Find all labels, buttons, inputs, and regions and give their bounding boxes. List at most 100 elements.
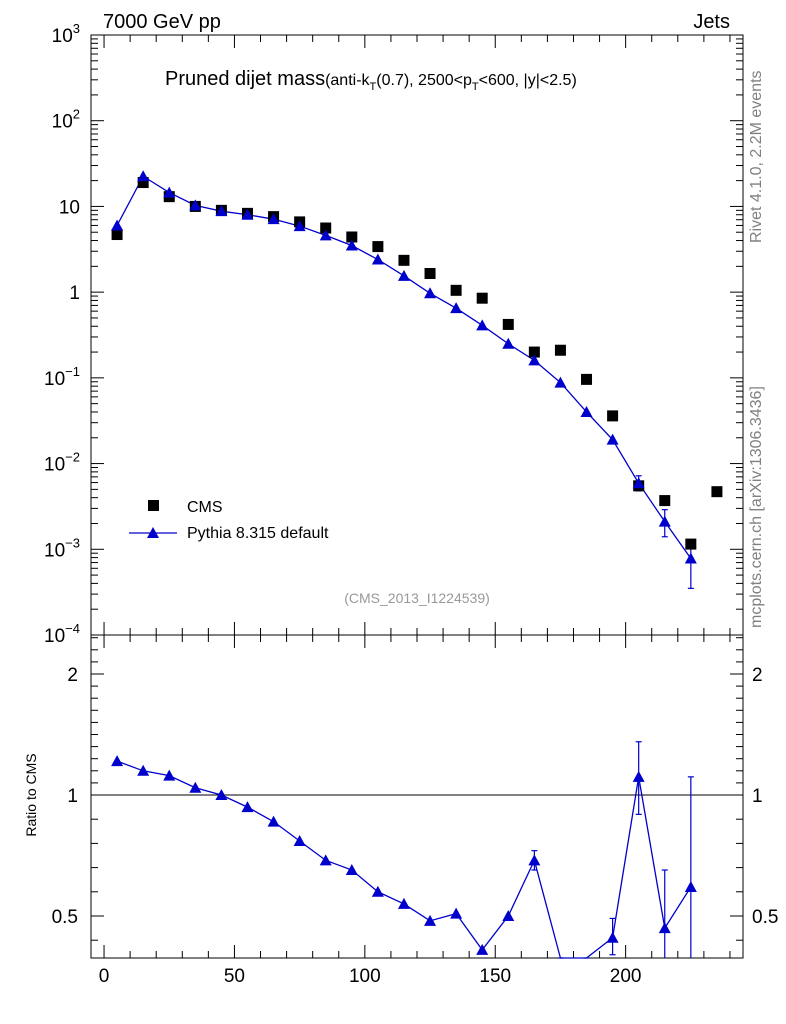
- cms-data-point: [424, 268, 436, 280]
- mc-data-point: [111, 219, 124, 231]
- cms-data-point: [450, 284, 462, 296]
- ratio-series-line: [116, 760, 692, 959]
- main-y-tick-label-base: 10: [44, 626, 65, 647]
- ratio-data-point: [137, 764, 150, 776]
- side-label-bottom: mcplots.cern.ch [arXiv:1306.3436]: [748, 386, 765, 628]
- cms-data-point: [398, 254, 410, 266]
- main-y-tick-label-base: 10: [52, 26, 73, 47]
- ratio-x-tick-label: 0: [99, 966, 110, 987]
- legend: CMS Pythia 8.315 default: [129, 499, 329, 542]
- ratio-data-point: [632, 770, 645, 782]
- mc-data-point: [293, 220, 306, 232]
- main-y-tick-label: 10: [59, 197, 80, 218]
- legend-cms-marker: [148, 500, 159, 511]
- cms-data-point: [685, 538, 697, 550]
- legend-cms-label: CMS: [187, 499, 223, 516]
- mc-data-point: [241, 208, 254, 220]
- cms-data-point: [711, 486, 723, 498]
- cms-data-point: [137, 177, 149, 189]
- ratio-data-point: [111, 755, 124, 767]
- ratio-data-point: [450, 907, 463, 919]
- chart-subtitle-sub-2: T: [472, 81, 479, 93]
- header-right: Jets: [693, 11, 730, 33]
- main-y-tick-label-base: 10: [44, 540, 65, 561]
- mc-data-point: [554, 376, 567, 388]
- ratio-x-tick-label: 150: [479, 966, 511, 987]
- main-y-tick-label: 10−2: [44, 450, 80, 476]
- ratio-axis-ticks: [91, 635, 743, 958]
- mc-data-point: [319, 229, 332, 241]
- legend-mc-label: Pythia 8.315 default: [187, 525, 329, 542]
- main-y-tick-label-exponent: −2: [65, 450, 80, 465]
- ratio-data-point: [163, 769, 176, 781]
- mc-data-point: [528, 354, 541, 366]
- mc-data-point: [267, 213, 280, 225]
- ratio-y-tick-label-right: 1: [752, 786, 763, 807]
- main-axis-ticks: [91, 34, 743, 636]
- chart-subtitle-c: <600, |y|<2.5): [479, 72, 577, 89]
- mc-data-point: [215, 205, 228, 217]
- ratio-data-point: [345, 864, 358, 876]
- header-left: 7000 GeV pp: [103, 11, 221, 33]
- chart-title-main: Pruned dijet mass: [165, 68, 325, 90]
- ratio-data-point: [424, 914, 437, 926]
- ratio-data-point: [606, 931, 619, 943]
- chart-subtitle-sub-1: T: [370, 81, 377, 93]
- mc-data-point: [371, 253, 384, 265]
- mc-data-point: [606, 433, 619, 445]
- cms-data-point: [607, 410, 619, 422]
- ratio-data-point: [189, 781, 202, 793]
- cms-data-point: [372, 241, 384, 253]
- mc-data-point: [345, 239, 358, 251]
- mc-data-point: [580, 405, 593, 417]
- ratio-data-point: [267, 815, 280, 827]
- main-y-tick-label-exponent: 2: [73, 107, 80, 122]
- main-plot-frame: [90, 34, 744, 636]
- ratio-y-tick-label-right: 2: [752, 665, 763, 686]
- cms-data-point: [581, 373, 593, 385]
- mc-data-point: [397, 269, 410, 281]
- ratio-x-tick-label: 200: [610, 966, 642, 987]
- main-y-tick-label-exponent: 3: [73, 21, 80, 36]
- mc-data-point: [424, 287, 437, 299]
- ratio-data-point: [215, 789, 228, 800]
- ratio-data-point: [502, 910, 515, 921]
- mc-data-point: [684, 552, 697, 564]
- main-y-tick-label-exponent: −3: [65, 535, 80, 550]
- ratio-x-tick-label: 50: [224, 966, 245, 987]
- ratio-data-point: [371, 885, 384, 897]
- main-y-tick-label-base: 10: [44, 455, 65, 476]
- main-y-tick-label-exponent: −4: [65, 621, 80, 636]
- main-y-tick-label: 102: [52, 107, 80, 133]
- ratio-data-point: [397, 897, 410, 909]
- ratio-y-tick-label-right: 0.5: [752, 907, 778, 928]
- cms-data-point: [476, 292, 488, 304]
- main-y-tick-label-base: 10: [52, 112, 73, 133]
- ratio-data-point: [293, 834, 306, 846]
- ratio-data-point: [241, 801, 254, 813]
- main-y-tick-label-exponent: −1: [65, 364, 80, 379]
- cms-data-point: [346, 231, 358, 243]
- cms-data-point: [659, 495, 671, 507]
- main-y-tick-label: 10−1: [44, 364, 80, 390]
- cms-data-point: [111, 229, 123, 241]
- mc-data-point: [137, 170, 150, 182]
- ratio-y-tick-label-left: 2: [67, 665, 78, 686]
- main-y-tick-label: 103: [52, 21, 80, 47]
- cms-data-point: [554, 344, 566, 356]
- main-y-tick-label: 10−4: [44, 621, 80, 647]
- legend-mc-marker: [147, 527, 159, 538]
- ratio-data-point: [684, 880, 697, 892]
- cms-data-point: [528, 346, 540, 358]
- main-y-tick-label: 1: [69, 283, 80, 304]
- chart-title: Pruned dijet mass(anti-kT(0.7), 2500<pT<…: [165, 68, 577, 93]
- mc-data-point: [189, 199, 202, 211]
- cms-data-point: [320, 222, 332, 234]
- mc-data-point: [450, 302, 463, 314]
- ratio-data-point: [319, 854, 332, 866]
- ratio-x-tick-label: 100: [349, 966, 381, 987]
- ratio-plot-frame: [90, 634, 744, 959]
- ratio-tick-labels: 0 50 100 150 200 2 2 1 1 0.5 0.5: [52, 665, 779, 987]
- ratio-y-axis-label: Ratio to CMS: [23, 753, 39, 836]
